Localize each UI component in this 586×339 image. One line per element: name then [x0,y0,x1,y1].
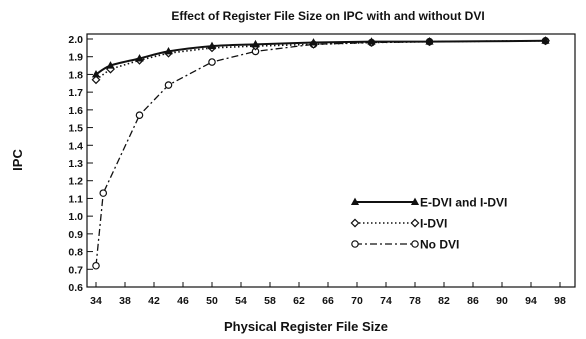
x-tick-label: 38 [119,295,131,307]
x-tick-label: 70 [351,295,363,307]
data-point [99,189,108,197]
y-tick-label: 1.9 [68,52,83,64]
y-tick-label: 1.2 [68,176,83,188]
legend-label: No DVI [420,238,459,252]
legend-marker [410,197,420,206]
data-point [251,39,260,48]
x-axis: 34 38 42 46 50 54 58 62 66 70 74 78 82 86 90 94 98 [90,282,566,307]
x-axis-label: Physical Register File Size [224,319,388,334]
x-tick-label: 66 [322,295,334,307]
data-point [91,75,101,85]
legend-marker [411,240,419,248]
y-tick-label: 0.6 [68,282,83,294]
x-tick-label: 46 [177,295,189,307]
y-tick-label: 2.0 [68,34,83,46]
y-tick-label: 1.0 [68,211,83,223]
data-point [208,58,216,66]
series-line [95,40,546,266]
data-point [135,54,144,62]
legend-label: I-DVI [420,217,447,231]
x-tick-label: 78 [409,295,421,307]
data-point [91,69,101,78]
data-point [425,37,434,45]
data-point [135,111,144,119]
y-tick-label: 1.4 [68,140,83,152]
x-tick-label: 50 [206,295,218,307]
y-axis: 0.6 0.7 0.8 0.9 1.0 1.1 1.2 1.3 1.4 1.5 1.6 1.7 1.8 1… [68,34,93,294]
legend-label: E-DVI and I-DVI [420,196,507,210]
legend-marker [410,218,420,228]
legend-marker [350,197,360,206]
x-tick-label: 42 [148,295,160,307]
series-line [95,39,546,76]
x-tick-label: 86 [467,295,479,307]
x-tick-label: 82 [438,295,450,307]
x-tick-label: 62 [293,295,305,307]
series-circle [92,36,550,270]
data-point [164,81,173,89]
y-axis-label: IPC [10,149,25,171]
data-point [164,46,173,55]
y-tick-label: 1.1 [68,193,83,205]
y-tick-label: 1.7 [68,87,83,99]
series-line [95,39,546,81]
series-triangle [91,36,550,78]
y-tick-label: 0.9 [68,229,83,241]
series-layer [91,36,550,270]
y-tick-label: 1.8 [68,69,83,81]
data-point [309,38,318,46]
y-tick-label: 0.7 [68,264,83,276]
x-tick-label: 54 [235,295,247,307]
data-point [92,261,100,270]
x-tick-label: 90 [496,295,508,307]
legend-marker [351,240,359,248]
data-point [207,41,217,50]
x-tick-label: 58 [264,295,276,307]
data-point [367,37,376,45]
legend: E-DVI and I-DVI I-DVI No DVI [350,196,507,252]
y-tick-label: 1.6 [68,105,83,117]
plot-frame [86,33,576,288]
y-tick-label: 0.8 [68,247,83,259]
legend-marker [350,218,360,228]
chart-title: Effect of Register File Size on IPC with… [171,9,484,23]
x-tick-label: 94 [525,295,537,307]
x-tick-label: 34 [90,295,102,307]
y-tick-label: 1.5 [68,123,83,135]
data-point [106,61,115,69]
y-tick-label: 1.3 [68,158,83,170]
data-point [541,36,550,44]
x-tick-label: 98 [554,295,566,307]
x-tick-label: 74 [380,295,392,307]
